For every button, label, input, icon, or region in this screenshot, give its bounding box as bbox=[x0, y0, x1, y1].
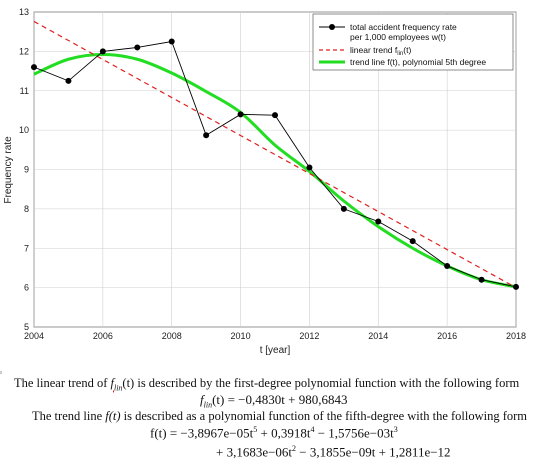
x-tick-label: 2014 bbox=[368, 331, 388, 341]
equation-poly-1: f(t) = −3,8967e−05t5 + 0,3918t4 − 1,5756… bbox=[150, 425, 398, 441]
data-point bbox=[409, 238, 416, 245]
x-tick-label: 2008 bbox=[162, 331, 182, 341]
caption-line-2-func: f(t) bbox=[105, 409, 121, 423]
legend: total accident frequency rate per 1,000 … bbox=[312, 13, 514, 71]
caption-flin-sub: lin bbox=[113, 383, 123, 393]
equation-poly-c-sup: 3 bbox=[393, 425, 398, 434]
caption-line-1-before: The linear trend of bbox=[14, 376, 111, 390]
data-point bbox=[272, 112, 278, 119]
legend-label-linear-main: linear trend f bbox=[350, 45, 398, 55]
caption-line-1-after: (t) is described by the first-degree pol… bbox=[122, 376, 520, 390]
tick-labels: 2004 2006 2008 2010 2012 2014 2016 2018 5 6 7 8 9 10 1… bbox=[19, 7, 526, 341]
y-tick-label: 9 bbox=[24, 165, 29, 175]
y-tick-label: 13 bbox=[19, 7, 29, 17]
x-tick-label: 2018 bbox=[506, 331, 526, 341]
caption-line-2-before: The trend line bbox=[32, 409, 106, 423]
grid bbox=[33, 11, 517, 328]
equation-poly-2: + 3,1683e−06t2 − 3,1855e−09t + 1,2811e−1… bbox=[216, 444, 451, 460]
data-point bbox=[99, 48, 106, 55]
equation-linear-rhs: (t) = −0,4830t + 980,6843 bbox=[212, 392, 348, 407]
equation-poly-d: + 3,1683e−06t bbox=[216, 444, 293, 460]
legend-marker-observed bbox=[329, 24, 335, 30]
legend-label-observed-line1: total accident frequency rate bbox=[350, 22, 457, 32]
caption-line-2: The trend line f(t) is described as a po… bbox=[32, 409, 527, 424]
equation-linear-sub: lin bbox=[203, 400, 213, 410]
y-tick-label: 8 bbox=[24, 204, 29, 214]
footnote-marker: ¹ bbox=[0, 370, 3, 378]
data-point bbox=[444, 262, 451, 269]
legend-label-linear-sub: lin bbox=[397, 51, 403, 57]
equation-poly-c: − 1,5756e−03t bbox=[314, 425, 394, 441]
x-axis-label: t [year] bbox=[260, 345, 291, 356]
data-point bbox=[31, 64, 37, 71]
chart: 2004 2006 2008 2010 2012 2014 2016 2018 5 6 7 8 9 10 1… bbox=[3, 7, 526, 356]
equation-poly-a: f(t) = −3,8967e−05t bbox=[150, 425, 254, 441]
data-point bbox=[340, 205, 347, 212]
x-tick-label: 2010 bbox=[231, 331, 251, 341]
legend-label-poly: trend line f(t), polynomial 5th degree bbox=[350, 57, 486, 67]
legend-label-linear-tail: (t) bbox=[403, 45, 411, 55]
data-point bbox=[65, 77, 72, 84]
caption-flin-ref: flin bbox=[110, 376, 123, 393]
equation-poly-b-sup: 4 bbox=[310, 425, 315, 434]
series-line-poly bbox=[33, 53, 517, 289]
series-line-linear bbox=[33, 20, 517, 289]
data-point bbox=[134, 44, 141, 51]
equation-poly-e: − 3,1855e−09t + 1,2811e−12 bbox=[296, 444, 451, 460]
legend-label-observed-line2: per 1,000 employees w(t) bbox=[350, 32, 446, 42]
x-tick-label: 2004 bbox=[24, 331, 44, 341]
data-point bbox=[513, 283, 519, 290]
data-point bbox=[478, 276, 485, 283]
series-layer bbox=[31, 20, 519, 290]
caption-line-2-after: is described as a polynomial function of… bbox=[120, 409, 528, 423]
y-tick-label: 12 bbox=[19, 46, 29, 56]
data-point bbox=[306, 164, 313, 171]
y-tick-label: 6 bbox=[24, 283, 29, 293]
data-point bbox=[203, 132, 210, 139]
legend-label-linear: linear trend flin(t) bbox=[350, 45, 411, 57]
y-axis-label: Frequency rate bbox=[3, 136, 14, 204]
y-tick-label: 5 bbox=[24, 322, 29, 332]
data-point bbox=[375, 218, 382, 225]
data-point bbox=[237, 111, 244, 118]
legend-box bbox=[312, 13, 514, 71]
equation-linear: flin(t) = −0,4830t + 980,6843 bbox=[200, 392, 347, 410]
caption-flin-f: f bbox=[110, 376, 114, 390]
data-point bbox=[168, 38, 175, 45]
x-tick-label: 2016 bbox=[437, 331, 457, 341]
equation-poly-a-sup: 5 bbox=[253, 425, 258, 434]
y-tick-label: 10 bbox=[19, 125, 29, 135]
equation-linear-lhs: f bbox=[200, 392, 204, 407]
equation-poly-b: + 0,3918t bbox=[257, 425, 311, 441]
y-tick-label: 7 bbox=[24, 243, 29, 253]
equation-poly-d-sup: 2 bbox=[292, 444, 297, 453]
y-tick-label: 11 bbox=[20, 86, 29, 96]
caption-line-1: The linear trend of flin(t) is described… bbox=[14, 376, 519, 393]
x-tick-label: 2012 bbox=[299, 331, 319, 341]
x-tick-label: 2006 bbox=[93, 331, 113, 341]
